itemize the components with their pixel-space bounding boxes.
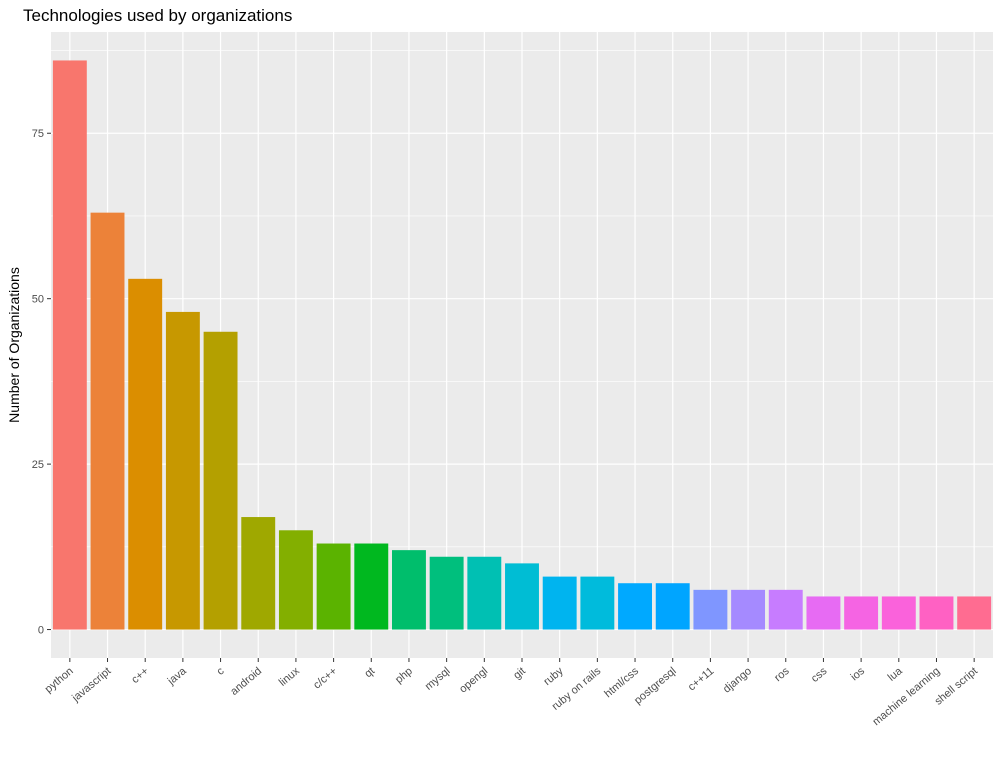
bar-opengl bbox=[467, 556, 502, 630]
x-tick-label: android bbox=[228, 665, 264, 698]
bar-ros bbox=[768, 589, 803, 630]
bar-machine-learning bbox=[919, 596, 954, 630]
x-tick-label: c++11 bbox=[686, 665, 717, 693]
x-tick-label: c bbox=[215, 665, 227, 678]
bar-shell-script bbox=[957, 596, 992, 630]
x-tick-label: machine learning bbox=[871, 665, 943, 728]
bar-c bbox=[203, 331, 238, 630]
x-tick-label: javascript bbox=[69, 665, 113, 705]
x-tick-label: postgresql bbox=[632, 665, 679, 707]
y-axis-label: Number of Organizations bbox=[6, 267, 22, 423]
bar-git bbox=[505, 563, 539, 630]
bar-postgresql bbox=[655, 583, 690, 630]
y-tick-label: 25 bbox=[32, 459, 44, 471]
bar-css bbox=[806, 596, 841, 630]
bar-qt bbox=[354, 543, 389, 630]
x-tick-label: lua bbox=[886, 665, 906, 684]
x-tick-label: ios bbox=[849, 665, 868, 684]
x-tick-label: php bbox=[393, 665, 415, 686]
bar-lua bbox=[881, 596, 916, 630]
bar-c-c- bbox=[316, 543, 351, 630]
bar-android bbox=[241, 517, 276, 630]
bar-ruby-on-rails bbox=[580, 576, 615, 630]
x-tick-label: c++ bbox=[129, 665, 151, 686]
x-tick-label: git bbox=[511, 665, 528, 682]
bar-java bbox=[165, 311, 200, 630]
chart-title: Technologies used by organizations bbox=[23, 6, 293, 25]
x-tick-label: linux bbox=[277, 665, 302, 689]
x-tick-label: ruby bbox=[541, 665, 565, 688]
bar-c- bbox=[128, 278, 163, 630]
x-tick-label: django bbox=[721, 665, 754, 695]
bar-javascript bbox=[90, 212, 125, 630]
bar-python bbox=[52, 60, 87, 630]
bar-c-11 bbox=[693, 589, 728, 630]
y-tick-label: 50 bbox=[32, 294, 44, 306]
x-tick-label: css bbox=[809, 665, 830, 685]
y-tick-label: 0 bbox=[38, 625, 44, 637]
x-tick-label: qt bbox=[362, 665, 377, 680]
bar-django bbox=[731, 589, 766, 630]
bar-html-css bbox=[618, 583, 652, 630]
bar-php bbox=[392, 550, 426, 630]
y-tick-label: 75 bbox=[32, 128, 44, 140]
bar-ruby bbox=[542, 576, 577, 630]
x-tick-label: python bbox=[43, 665, 76, 695]
x-tick-label: opengl bbox=[457, 665, 490, 695]
x-tick-label: mysql bbox=[423, 665, 453, 693]
x-tick-label: c/c++ bbox=[311, 665, 339, 691]
bar-mysql bbox=[429, 556, 464, 630]
x-tick-label: java bbox=[165, 665, 190, 688]
bar-ios bbox=[844, 596, 879, 630]
x-tick-label: ros bbox=[772, 665, 792, 684]
bar-linux bbox=[278, 530, 313, 630]
